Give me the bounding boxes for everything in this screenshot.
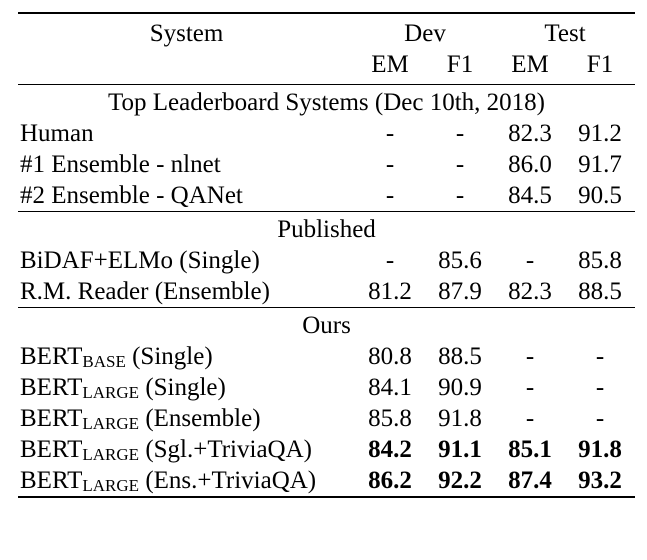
system-name-suffix: (Sgl.+TriviaQA): [139, 436, 312, 463]
test-em-cell: 84.5: [508, 182, 552, 209]
dev-f1-cell: 85.6: [438, 247, 482, 274]
section-header: Top Leaderboard Systems (Dec 10th, 2018): [18, 84, 635, 118]
dev-em-cell: 81.2: [368, 278, 412, 305]
test-f1-cell: 93.2: [565, 465, 635, 498]
test-f1-cell: 91.7: [578, 151, 622, 178]
system-name: BERTLARGE (Ensemble): [18, 403, 355, 434]
test-em-cell: -: [525, 405, 535, 432]
system-name: BiDAF+ELMo (Single): [18, 245, 355, 276]
section-title: Top Leaderboard Systems (Dec 10th, 2018): [18, 84, 635, 118]
test-f1-cell: 91.2: [578, 120, 622, 147]
system-name-text: BERT: [20, 436, 83, 463]
section-header: Published: [18, 211, 635, 245]
test-em-cell: 82.3: [508, 278, 552, 305]
test-em-header: EM: [511, 51, 549, 78]
system-name: BERTLARGE (Sgl.+TriviaQA): [18, 434, 355, 465]
test-em-cell: -: [525, 247, 535, 274]
test-em-cell: 87.4: [495, 465, 565, 498]
test-em-cell: 86.0: [508, 151, 552, 178]
section-title: Published: [18, 211, 635, 245]
system-name: BERTLARGE (Ens.+TriviaQA): [18, 465, 355, 498]
results-table: System Dev Test EM F1 EM F1 Top Leaderbo…: [18, 12, 635, 498]
table-row: BERTLARGE (Single) 84.1 90.9 - -: [18, 372, 635, 403]
dev-f1-cell: 90.9: [438, 374, 482, 401]
model-size-subscript: BASE: [82, 352, 126, 371]
dev-f1-cell: -: [455, 182, 465, 209]
dev-em-header: EM: [371, 51, 409, 78]
dev-f1-cell: 91.1: [438, 436, 482, 463]
table-row: Human - - 82.3 91.2: [18, 118, 635, 149]
dev-f1-cell: 91.8: [438, 405, 482, 432]
table-row: BERTLARGE (Ensemble) 85.8 91.8 - -: [18, 403, 635, 434]
dev-em-cell: -: [385, 182, 395, 209]
system-name-text: R.M. Reader (Ensemble): [20, 278, 270, 305]
header-row-2: EM F1 EM F1: [18, 49, 635, 85]
table-row: #1 Ensemble - nlnet - - 86.0 91.7: [18, 149, 635, 180]
test-em-cell: 82.3: [508, 120, 552, 147]
system-name-suffix: (Ensemble): [139, 405, 261, 432]
dev-em-cell: 84.1: [368, 374, 412, 401]
section-header: Ours: [18, 307, 635, 341]
test-f1-cell: 91.8: [578, 436, 622, 463]
table-row: BiDAF+ELMo (Single) - 85.6 - 85.8: [18, 245, 635, 276]
test-f1-cell: -: [595, 405, 605, 432]
system-name: #1 Ensemble - nlnet: [18, 149, 355, 180]
dev-em-cell: -: [385, 151, 395, 178]
test-f1-cell: -: [595, 343, 605, 370]
table-row: R.M. Reader (Ensemble) 81.2 87.9 82.3 88.5: [18, 276, 635, 308]
test-em-cell: 85.1: [508, 436, 552, 463]
model-size-subscript: LARGE: [82, 476, 140, 495]
system-name-text: #2 Ensemble - QANet: [20, 182, 243, 209]
model-size-subscript: LARGE: [82, 383, 140, 402]
dev-em-cell: -: [385, 247, 395, 274]
system-name: BERTLARGE (Single): [18, 372, 355, 403]
system-name-text: BERT: [20, 343, 83, 370]
system-name-text: Human: [20, 120, 94, 147]
dev-f1-cell: 88.5: [438, 343, 482, 370]
test-em-cell: -: [525, 343, 535, 370]
model-size-subscript: LARGE: [82, 445, 140, 464]
header-row-1: System Dev Test: [18, 12, 635, 49]
table-row: BERTBASE (Single) 80.8 88.5 - -: [18, 341, 635, 372]
dev-f1-cell: -: [455, 151, 465, 178]
test-f1-cell: -: [595, 374, 605, 401]
dev-em-cell: -: [385, 120, 395, 147]
test-f1-header: F1: [586, 51, 614, 78]
dev-em-cell: 84.2: [368, 436, 412, 463]
test-f1-cell: 88.5: [578, 278, 622, 305]
system-name-text: BERT: [20, 405, 83, 432]
dev-em-cell: 85.8: [368, 405, 412, 432]
system-name: #2 Ensemble - QANet: [18, 180, 355, 212]
test-f1-cell: 85.8: [578, 247, 622, 274]
system-name-text: BERT: [20, 374, 83, 401]
model-size-subscript: LARGE: [82, 414, 140, 433]
system-name: R.M. Reader (Ensemble): [18, 276, 355, 308]
table-row: BERTLARGE (Sgl.+TriviaQA) 84.2 91.1 85.1 91.…: [18, 434, 635, 465]
test-f1-cell: 90.5: [578, 182, 622, 209]
system-name-text: #1 Ensemble - nlnet: [20, 151, 221, 178]
table-body: Top Leaderboard Systems (Dec 10th, 2018)…: [18, 84, 635, 498]
system-header: System: [18, 12, 355, 49]
section-title: Ours: [18, 307, 635, 341]
dev-f1-cell: 92.2: [425, 465, 495, 498]
dev-em-cell: 80.8: [368, 343, 412, 370]
dev-header: Dev: [355, 12, 495, 49]
system-name-text: BiDAF+ELMo (Single): [20, 247, 260, 274]
table-row: #2 Ensemble - QANet - - 84.5 90.5: [18, 180, 635, 212]
dev-f1-cell: -: [455, 120, 465, 147]
system-name: Human: [18, 118, 355, 149]
test-header: Test: [495, 12, 635, 49]
system-name: BERTBASE (Single): [18, 341, 355, 372]
system-name-text: BERT: [20, 467, 83, 494]
system-name-suffix: (Single): [125, 343, 213, 370]
test-em-cell: -: [525, 374, 535, 401]
dev-f1-cell: 87.9: [438, 278, 482, 305]
table-row: BERTLARGE (Ens.+TriviaQA) 86.2 92.2 87.4 93.…: [18, 465, 635, 498]
dev-em-cell: 86.2: [355, 465, 425, 498]
system-name-suffix: (Single): [139, 374, 226, 401]
system-name-suffix: (Ens.+TriviaQA): [139, 467, 317, 494]
dev-f1-header: F1: [446, 51, 474, 78]
